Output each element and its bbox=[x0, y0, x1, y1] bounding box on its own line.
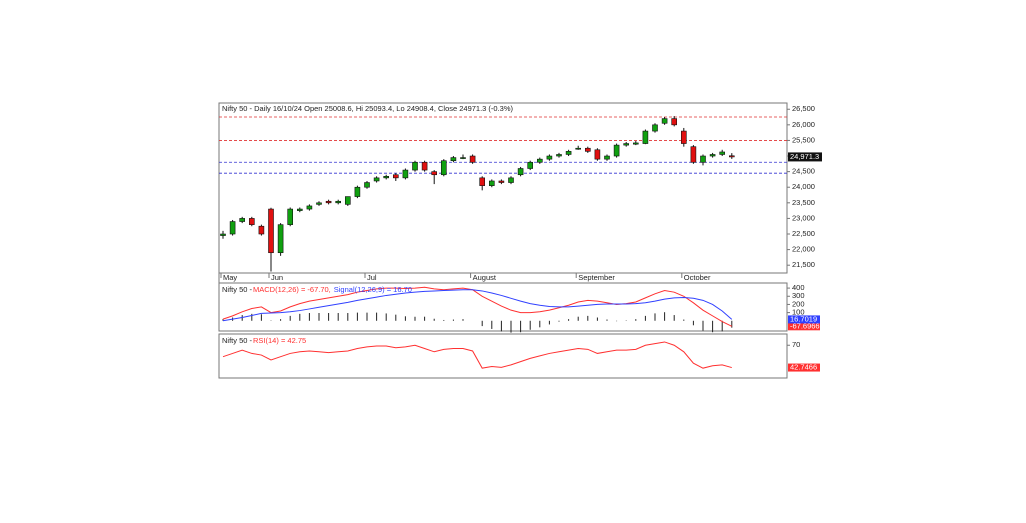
y-tick-label: 24,500 bbox=[792, 167, 815, 176]
candle-body bbox=[565, 151, 572, 155]
candle-body bbox=[421, 161, 428, 171]
candle-body bbox=[584, 147, 591, 152]
y-tick-label: 26,500 bbox=[792, 104, 815, 113]
candle-body bbox=[632, 142, 639, 145]
y-tick-label: 70 bbox=[792, 340, 800, 349]
indicator-line bbox=[222, 286, 733, 327]
candle-body bbox=[728, 155, 735, 158]
candle-body bbox=[258, 225, 265, 235]
candle-body bbox=[536, 158, 543, 163]
chart-title: Nifty 50 - Daily 16/10/24 Open 25008.6, … bbox=[222, 104, 514, 113]
x-tick-label: August bbox=[473, 273, 497, 282]
y-tick-label: 100 bbox=[792, 308, 805, 317]
candle-body bbox=[527, 161, 534, 169]
candle-body bbox=[517, 168, 524, 176]
y-tick-label: 21,500 bbox=[792, 260, 815, 269]
candle-body bbox=[344, 196, 351, 205]
candle-body bbox=[383, 176, 390, 179]
candle-body bbox=[249, 218, 255, 225]
candle-body bbox=[296, 208, 303, 211]
x-tick-label: October bbox=[684, 273, 711, 282]
rsi-panel bbox=[218, 333, 788, 379]
candle-body bbox=[680, 130, 687, 144]
value-box-label: 16.7019 bbox=[790, 314, 817, 323]
y-tick-label: 22,500 bbox=[792, 229, 815, 238]
candle-body bbox=[594, 149, 601, 160]
panel-title: Nifty 50 - bbox=[222, 285, 253, 294]
candle-body bbox=[440, 160, 447, 176]
candle-body bbox=[335, 200, 342, 204]
y-tick-label: 24,000 bbox=[792, 182, 815, 191]
candle-body bbox=[469, 155, 476, 163]
candle-body bbox=[700, 155, 706, 163]
value-box bbox=[788, 315, 820, 324]
candle-body bbox=[546, 155, 553, 160]
y-tick-label: 26,000 bbox=[792, 120, 815, 129]
candle-body bbox=[690, 146, 697, 163]
candle-body bbox=[431, 171, 438, 176]
y-tick-label: 23,500 bbox=[792, 198, 815, 207]
y-tick-label: 22,000 bbox=[792, 245, 815, 254]
panel-title: Nifty 50 - bbox=[222, 336, 253, 345]
candle-body bbox=[575, 147, 582, 150]
candle-body bbox=[661, 118, 668, 124]
candle-body bbox=[556, 154, 562, 157]
candle-body bbox=[364, 182, 370, 188]
last-price-label: 24,971.3 bbox=[790, 152, 819, 161]
candle-body bbox=[479, 177, 486, 186]
candle-body bbox=[623, 143, 630, 146]
y-tick-label: 25,500 bbox=[792, 135, 815, 144]
x-tick-label: September bbox=[578, 273, 615, 282]
candle-body bbox=[652, 124, 658, 132]
macd-panel bbox=[218, 282, 788, 332]
candle-body bbox=[460, 157, 466, 159]
candle-body bbox=[287, 208, 294, 225]
legend-entry: MACD(12,26) = -67.70, bbox=[253, 285, 331, 294]
candle-body bbox=[306, 205, 313, 210]
candle-body bbox=[412, 161, 418, 171]
candle-body bbox=[354, 186, 361, 197]
last-price-box bbox=[788, 152, 822, 162]
value-box-label: 42.7466 bbox=[790, 363, 817, 372]
value-box bbox=[788, 322, 820, 331]
x-tick-label: Jun bbox=[271, 273, 283, 282]
candle-body bbox=[229, 221, 236, 235]
candle-body bbox=[277, 224, 284, 254]
candle-body bbox=[392, 174, 399, 179]
indicator-line bbox=[222, 289, 733, 322]
value-box-label: -67.6966 bbox=[790, 321, 820, 330]
candle-body bbox=[402, 169, 409, 179]
price-panel bbox=[218, 102, 788, 274]
candle-body bbox=[498, 180, 505, 183]
y-tick-label: 300 bbox=[792, 291, 805, 300]
x-tick-label: Jul bbox=[367, 273, 377, 282]
legend-entry: RSI(14) = 42.75 bbox=[253, 336, 306, 345]
candle-body bbox=[488, 180, 495, 186]
indicator-line bbox=[222, 341, 732, 369]
y-tick-label: 23,000 bbox=[792, 213, 815, 222]
candle-body bbox=[604, 155, 610, 160]
candle-body bbox=[508, 177, 514, 183]
candle-body bbox=[325, 200, 332, 204]
candle-body bbox=[671, 118, 678, 126]
candle-body bbox=[373, 177, 380, 182]
candle-body bbox=[268, 208, 274, 254]
legend-entry: Signal(12,26,9) = 16.70 bbox=[334, 285, 412, 294]
value-box bbox=[788, 363, 820, 372]
y-tick-label: 400 bbox=[792, 283, 805, 292]
candle-body bbox=[220, 233, 226, 236]
candle-body bbox=[613, 144, 620, 157]
candle-body bbox=[239, 218, 245, 222]
candle-body bbox=[450, 157, 457, 162]
y-tick-label: 200 bbox=[792, 299, 805, 308]
candle-body bbox=[642, 130, 649, 144]
candle-body bbox=[316, 202, 322, 205]
x-tick-label: May bbox=[223, 273, 237, 282]
candle-body bbox=[709, 154, 716, 157]
candle-body bbox=[719, 151, 726, 155]
